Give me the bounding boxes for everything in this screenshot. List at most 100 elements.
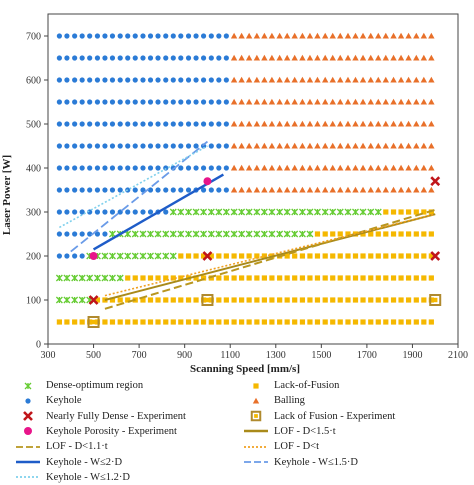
marker-circle-shape xyxy=(125,33,131,39)
marker-x xyxy=(260,230,268,238)
marker-circle-shape xyxy=(185,77,192,83)
marker-circle-shape xyxy=(200,187,207,193)
marker-triangle-shape xyxy=(413,142,420,149)
marker-triangle xyxy=(314,32,321,39)
marker-square-shape xyxy=(322,297,328,303)
marker-circle xyxy=(87,33,93,39)
x-tick-label: 300 xyxy=(41,350,56,361)
marker-x xyxy=(154,252,162,260)
marker-circle xyxy=(87,165,93,171)
marker-x-shape xyxy=(200,208,208,216)
marker-circle xyxy=(155,121,161,127)
marker-square xyxy=(299,275,306,281)
marker-x xyxy=(276,208,284,216)
marker-circle xyxy=(72,99,78,105)
marker-triangle-shape xyxy=(276,76,283,83)
experiment-x-thick-shape xyxy=(202,251,213,261)
legend-swatch xyxy=(244,461,268,463)
marker-circle xyxy=(109,187,116,193)
marker-circle xyxy=(94,165,101,171)
marker-triangle-shape xyxy=(337,120,344,127)
marker-circle xyxy=(125,55,131,61)
marker-triangle-shape xyxy=(276,142,283,149)
marker-x-shape xyxy=(230,208,238,216)
marker-square-shape xyxy=(125,297,131,303)
marker-triangle xyxy=(390,186,397,193)
marker-x xyxy=(169,252,177,260)
marker-triangle-shape xyxy=(291,186,298,193)
marker-triangle xyxy=(405,54,412,61)
marker-triangle-shape xyxy=(337,32,344,39)
marker-triangle xyxy=(413,142,420,149)
marker-x xyxy=(78,296,86,304)
marker-circle-shape xyxy=(125,165,131,171)
marker-circle-shape xyxy=(178,55,184,61)
experiment-square-open-inner xyxy=(205,297,210,303)
experiment-square-open xyxy=(201,294,214,306)
marker-circle xyxy=(79,187,85,193)
marker-square xyxy=(345,275,351,281)
marker-triangle-shape xyxy=(352,32,359,39)
marker-square-shape xyxy=(284,253,290,259)
marker-circle xyxy=(79,33,85,39)
marker-triangle-shape xyxy=(413,186,420,193)
marker-circle xyxy=(64,209,70,215)
marker-square-shape xyxy=(185,297,192,303)
marker-triangle-shape xyxy=(367,164,374,171)
marker-square xyxy=(405,253,412,259)
marker-triangle-shape xyxy=(261,142,268,149)
marker-square xyxy=(299,319,306,325)
marker-square xyxy=(87,319,93,325)
marker-x xyxy=(101,252,109,260)
marker-square-shape xyxy=(360,253,366,259)
marker-x xyxy=(86,274,94,282)
marker-triangle-shape xyxy=(253,54,261,61)
x-tick-label: 1100 xyxy=(220,350,240,361)
marker-circle-shape xyxy=(94,99,101,105)
marker-circle-shape xyxy=(216,33,222,39)
marker-triangle xyxy=(420,98,428,105)
marker-circle-shape xyxy=(79,55,85,61)
marker-x xyxy=(78,274,86,282)
marker-x-shape xyxy=(245,208,253,216)
marker-square-shape xyxy=(375,253,381,259)
marker-circle xyxy=(102,187,108,193)
marker-square xyxy=(147,297,154,303)
marker-circle xyxy=(64,77,70,83)
marker-circle-shape xyxy=(208,99,214,105)
marker-x xyxy=(215,208,223,216)
marker-x-shape xyxy=(298,208,306,216)
marker-triangle-shape xyxy=(344,164,352,171)
marker-x xyxy=(124,252,132,260)
marker-triangle xyxy=(344,76,352,83)
marker-square-shape xyxy=(398,319,404,325)
marker-circle xyxy=(87,77,93,83)
marker-x-shape xyxy=(185,230,192,238)
marker-square xyxy=(132,319,138,325)
marker-square xyxy=(277,275,283,281)
marker-circle xyxy=(102,33,108,39)
marker-circle-shape xyxy=(200,99,207,105)
marker-triangle-shape xyxy=(230,98,238,105)
marker-triangle-shape xyxy=(359,54,367,61)
threshold-line xyxy=(104,213,436,301)
marker-square xyxy=(200,297,207,303)
marker-square xyxy=(102,319,108,325)
marker-circle xyxy=(125,165,131,171)
marker-triangle-shape xyxy=(382,142,389,149)
marker-square xyxy=(330,253,336,259)
marker-x-shape xyxy=(298,230,306,238)
marker-circle xyxy=(170,55,176,61)
marker-x xyxy=(185,208,192,216)
marker-circle xyxy=(109,33,116,39)
marker-x-shape xyxy=(276,208,284,216)
marker-square-shape xyxy=(193,275,199,281)
marker-circle-shape xyxy=(102,143,108,149)
marker-x-shape xyxy=(169,230,177,238)
marker-circle-shape xyxy=(193,143,199,149)
marker-circle xyxy=(155,99,161,105)
legend-swatch xyxy=(23,411,33,422)
legend-label: Lack-of-Fusion xyxy=(274,380,340,391)
marker-triangle-shape xyxy=(329,76,336,83)
marker-circle xyxy=(147,187,154,193)
